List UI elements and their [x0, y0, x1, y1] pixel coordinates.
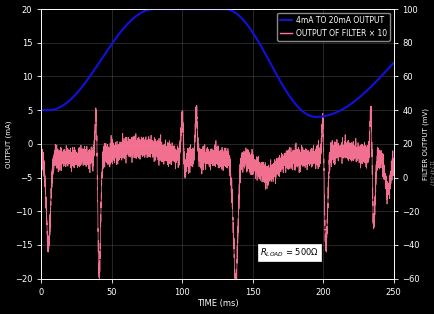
Legend: 4mA TO 20mA OUTPUT, OUTPUT OF FILTER × 10: 4mA TO 20mA OUTPUT, OUTPUT OF FILTER × 1…	[276, 13, 389, 41]
Text: $\mathit{R}_{LOAD}$ = 500$\Omega$: $\mathit{R}_{LOAD}$ = 500$\Omega$	[259, 246, 318, 258]
Y-axis label: FILTER OUTPUT (mV): FILTER OUTPUT (mV)	[422, 108, 428, 180]
Text: 1174F-047: 1174F-047	[427, 160, 432, 186]
Y-axis label: OUTPUT (mA): OUTPUT (mA)	[6, 120, 12, 168]
X-axis label: TIME (ms): TIME (ms)	[196, 300, 238, 308]
